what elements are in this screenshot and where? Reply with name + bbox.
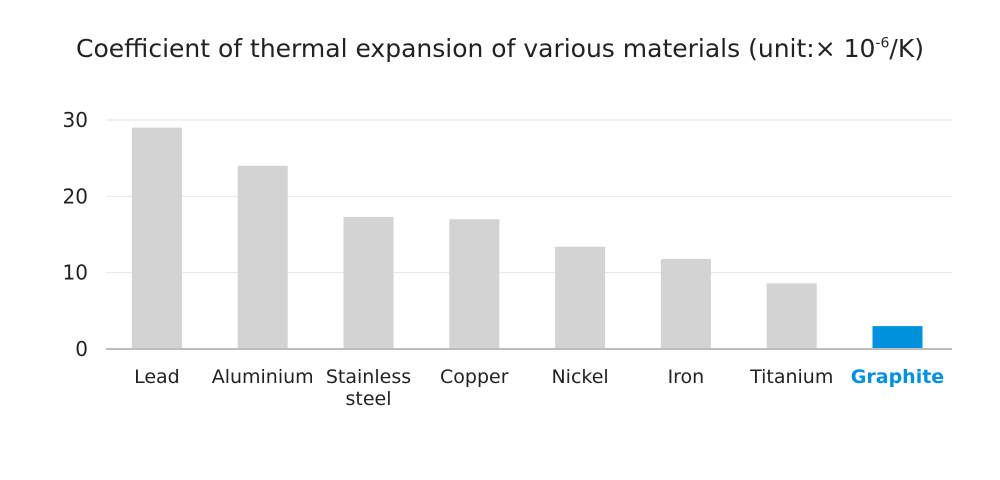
x-tick-label-line: Titanium (749, 366, 833, 388)
x-tick-label: Aluminium (212, 366, 314, 388)
bar-aluminium (237, 165, 288, 349)
x-tick-label: Titanium (749, 366, 833, 388)
x-tick-label-line: Copper (440, 366, 509, 388)
x-tick-label: Stainless steel (326, 366, 411, 410)
x-tick-label: Nickel (551, 366, 608, 388)
bar-iron (660, 258, 711, 349)
bar-stainless-steel (343, 216, 394, 349)
chart-title-main: Coefficient of thermal expansion of vari… (76, 34, 876, 63)
x-tick-label: Lead (134, 366, 180, 388)
x-tick-label-line: Lead (134, 366, 180, 388)
bar-titanium (766, 283, 817, 349)
x-tick-label: Graphite (851, 366, 944, 388)
y-tick-label: 20 (63, 184, 88, 208)
x-tick-label-line: Aluminium (212, 366, 314, 388)
bar-lead (131, 127, 182, 349)
x-tick-label-line: Graphite (851, 366, 944, 388)
bar-copper (449, 219, 500, 349)
chart-title: Coefficient of thermal expansion of vari… (0, 32, 1000, 66)
x-tick-label: Iron (668, 366, 705, 388)
bar-nickel (555, 246, 606, 349)
x-tick-label: Copper (440, 366, 509, 388)
x-tick-label-line: Stainless (326, 366, 411, 388)
x-tick-label-line: Nickel (551, 366, 608, 388)
x-tick-label-line: Iron (668, 366, 705, 388)
y-tick-label: 0 (75, 337, 88, 361)
chart-title-unit-tail: /K) (889, 34, 924, 63)
y-tick-label: 30 (63, 108, 88, 132)
y-tick-label: 10 (63, 261, 88, 285)
x-tick-label-line: steel (345, 388, 391, 410)
bar-graphite (872, 326, 923, 349)
chart-title-exponent: -6 (875, 35, 890, 52)
